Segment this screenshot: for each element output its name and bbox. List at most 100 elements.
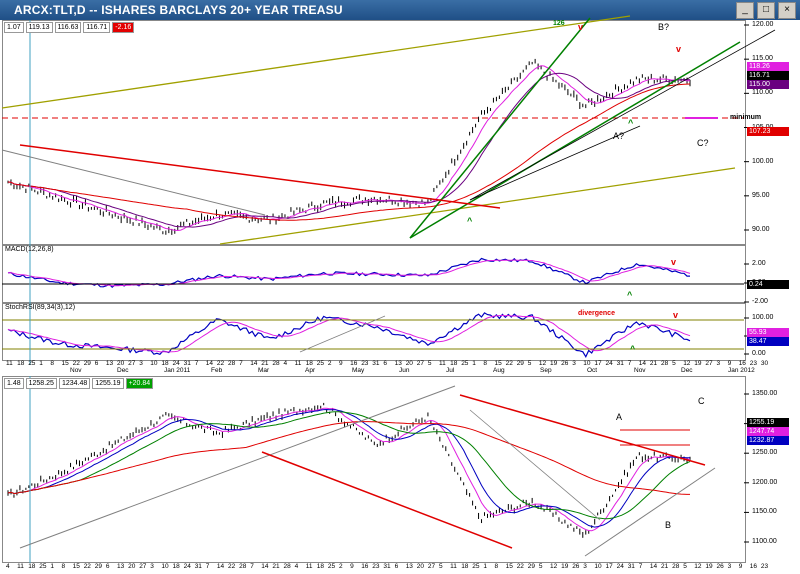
close-button[interactable]: ×: [778, 2, 796, 19]
date-tick-label: 25: [461, 360, 469, 367]
date-tick-label: 28: [661, 360, 669, 367]
date-tick-label: 5: [538, 563, 543, 570]
axis-tick-label: 0.00: [752, 350, 766, 357]
date-tick-label: 18: [316, 563, 325, 570]
date-tick-label: 29: [83, 360, 91, 367]
date-tick-label: 9: [738, 563, 743, 570]
wave-c-label: C?: [697, 138, 709, 148]
ohlc-close: 1255.19: [92, 378, 124, 389]
minimum-label: minimum: [730, 114, 762, 121]
date-tick-label: 24: [183, 563, 191, 570]
date-tick-label: 3: [727, 563, 732, 570]
date-tick-label: 6: [105, 563, 110, 570]
date-tick-label: 19: [694, 360, 702, 367]
date-tick-label: 23: [361, 360, 369, 367]
date-tick-label: 28: [283, 563, 291, 570]
date-tick-label: 22: [72, 360, 80, 367]
trend-line: [469, 125, 641, 201]
date-tick-label: 7: [239, 360, 243, 367]
trend-line: [1, 149, 266, 216]
axis-tick-label: 1350.00: [752, 390, 778, 397]
date-tick-label: 20: [117, 360, 125, 367]
date-tick-label: 25: [472, 563, 480, 570]
trend-line: [409, 17, 591, 239]
date-tick-label: 22: [228, 563, 236, 570]
trend-line: [469, 29, 776, 201]
date-tick-label: 3: [150, 563, 154, 570]
date-tick-label: 7: [205, 563, 210, 570]
date-tick-label: 21: [261, 360, 269, 367]
axis-tick-label: 120.00: [752, 21, 774, 28]
moving-average-line: [7, 421, 690, 495]
date-tick-label: 14: [638, 360, 647, 367]
axis-tick-label: 110.00: [752, 89, 773, 97]
top-ohlc: 1.07 119.13 116.63 116.71 -2.16: [4, 22, 135, 33]
date-tick-label: 28: [239, 563, 247, 570]
trend-line: [19, 144, 501, 209]
stoch-sell-mark: v: [673, 310, 679, 320]
wave-a-label: A: [616, 412, 623, 422]
date-tick-label: 1: [50, 563, 55, 570]
date-tick-label: 31: [183, 360, 191, 367]
date-tick-label: 13: [117, 563, 125, 570]
stochrsi-label: StochRSI(89,34(3),12): [5, 304, 76, 311]
wave-b-label: B?: [658, 22, 670, 32]
price-pane[interactable]: [2, 20, 746, 245]
date-tick-label: 20: [416, 563, 425, 570]
price-tag: 1232.87: [747, 436, 789, 445]
date-tick-label: 19: [561, 563, 569, 570]
trend-line: [219, 167, 736, 245]
price-tag: 118.26: [747, 62, 789, 71]
date-tick-label: 5: [672, 360, 676, 367]
date-tick-label: 27: [128, 360, 136, 367]
date-tick-label: 12: [694, 563, 702, 570]
window-titlebar[interactable]: ARCX:TLT,D -- ISHARES BARCLAYS 20+ YEAR …: [0, 0, 800, 20]
axis-tick-label: 100.00: [752, 157, 774, 165]
moving-average-line: [7, 408, 690, 528]
price-tag: 107.23: [747, 127, 789, 136]
date-tick-label: 22: [216, 360, 225, 367]
date-tick-label: 11: [450, 563, 457, 570]
date-tick-label: 29: [527, 563, 536, 570]
date-tick-label: 31: [194, 563, 202, 570]
date-tick-label: 11: [6, 360, 13, 367]
month-label: Nov: [634, 367, 646, 374]
bottom-price-pane[interactable]: [2, 376, 746, 563]
date-tick-label: 23: [760, 563, 769, 570]
date-tick-label: 27: [139, 563, 147, 570]
date-tick-label: 4: [294, 563, 299, 570]
date-tick-label: 18: [28, 563, 36, 570]
wave-b-label: B: [665, 520, 672, 530]
date-tick-label: 24: [605, 360, 613, 367]
date-tick-label: 21: [272, 563, 280, 570]
month-label: Jul: [446, 367, 455, 374]
date-tick-label: 13: [405, 563, 413, 570]
month-label: Jan 2012: [728, 367, 755, 374]
axis-tick-label: 95.00: [752, 191, 770, 199]
date-tick-label: 7: [638, 563, 643, 570]
minimize-button[interactable]: _: [736, 2, 754, 19]
date-tick-label: 28: [228, 360, 236, 367]
date-tick-label: 12: [683, 360, 691, 367]
date-tick-label: 6: [394, 563, 399, 570]
maximize-button[interactable]: □: [757, 2, 775, 19]
price-tag: 115.00: [747, 80, 789, 89]
price-tag: 1255.19: [747, 418, 789, 427]
date-tick-label: 15: [505, 563, 513, 570]
date-tick-label: 22: [516, 563, 524, 570]
date-tick-label: 14: [250, 360, 258, 367]
trend-line: [584, 467, 716, 557]
sell-mark: v: [578, 22, 584, 32]
indicator-line: [7, 312, 691, 358]
date-tick-label: 11: [294, 360, 302, 367]
month-label: Dec: [117, 367, 129, 374]
month-label: Mar: [258, 367, 270, 374]
date-tick-label: 25: [327, 563, 336, 570]
bottom-ohlc: 1.48 1258.25 1234.48 1255.19 +20.84: [4, 378, 154, 389]
buy-mark: ^: [467, 216, 473, 226]
date-tick-label: 2: [327, 360, 332, 367]
ohlc-high: 119.13: [25, 22, 53, 33]
trend-line: [459, 394, 706, 466]
date-tick-label: 21: [649, 360, 658, 367]
macd-buy-mark: ^: [627, 290, 633, 300]
